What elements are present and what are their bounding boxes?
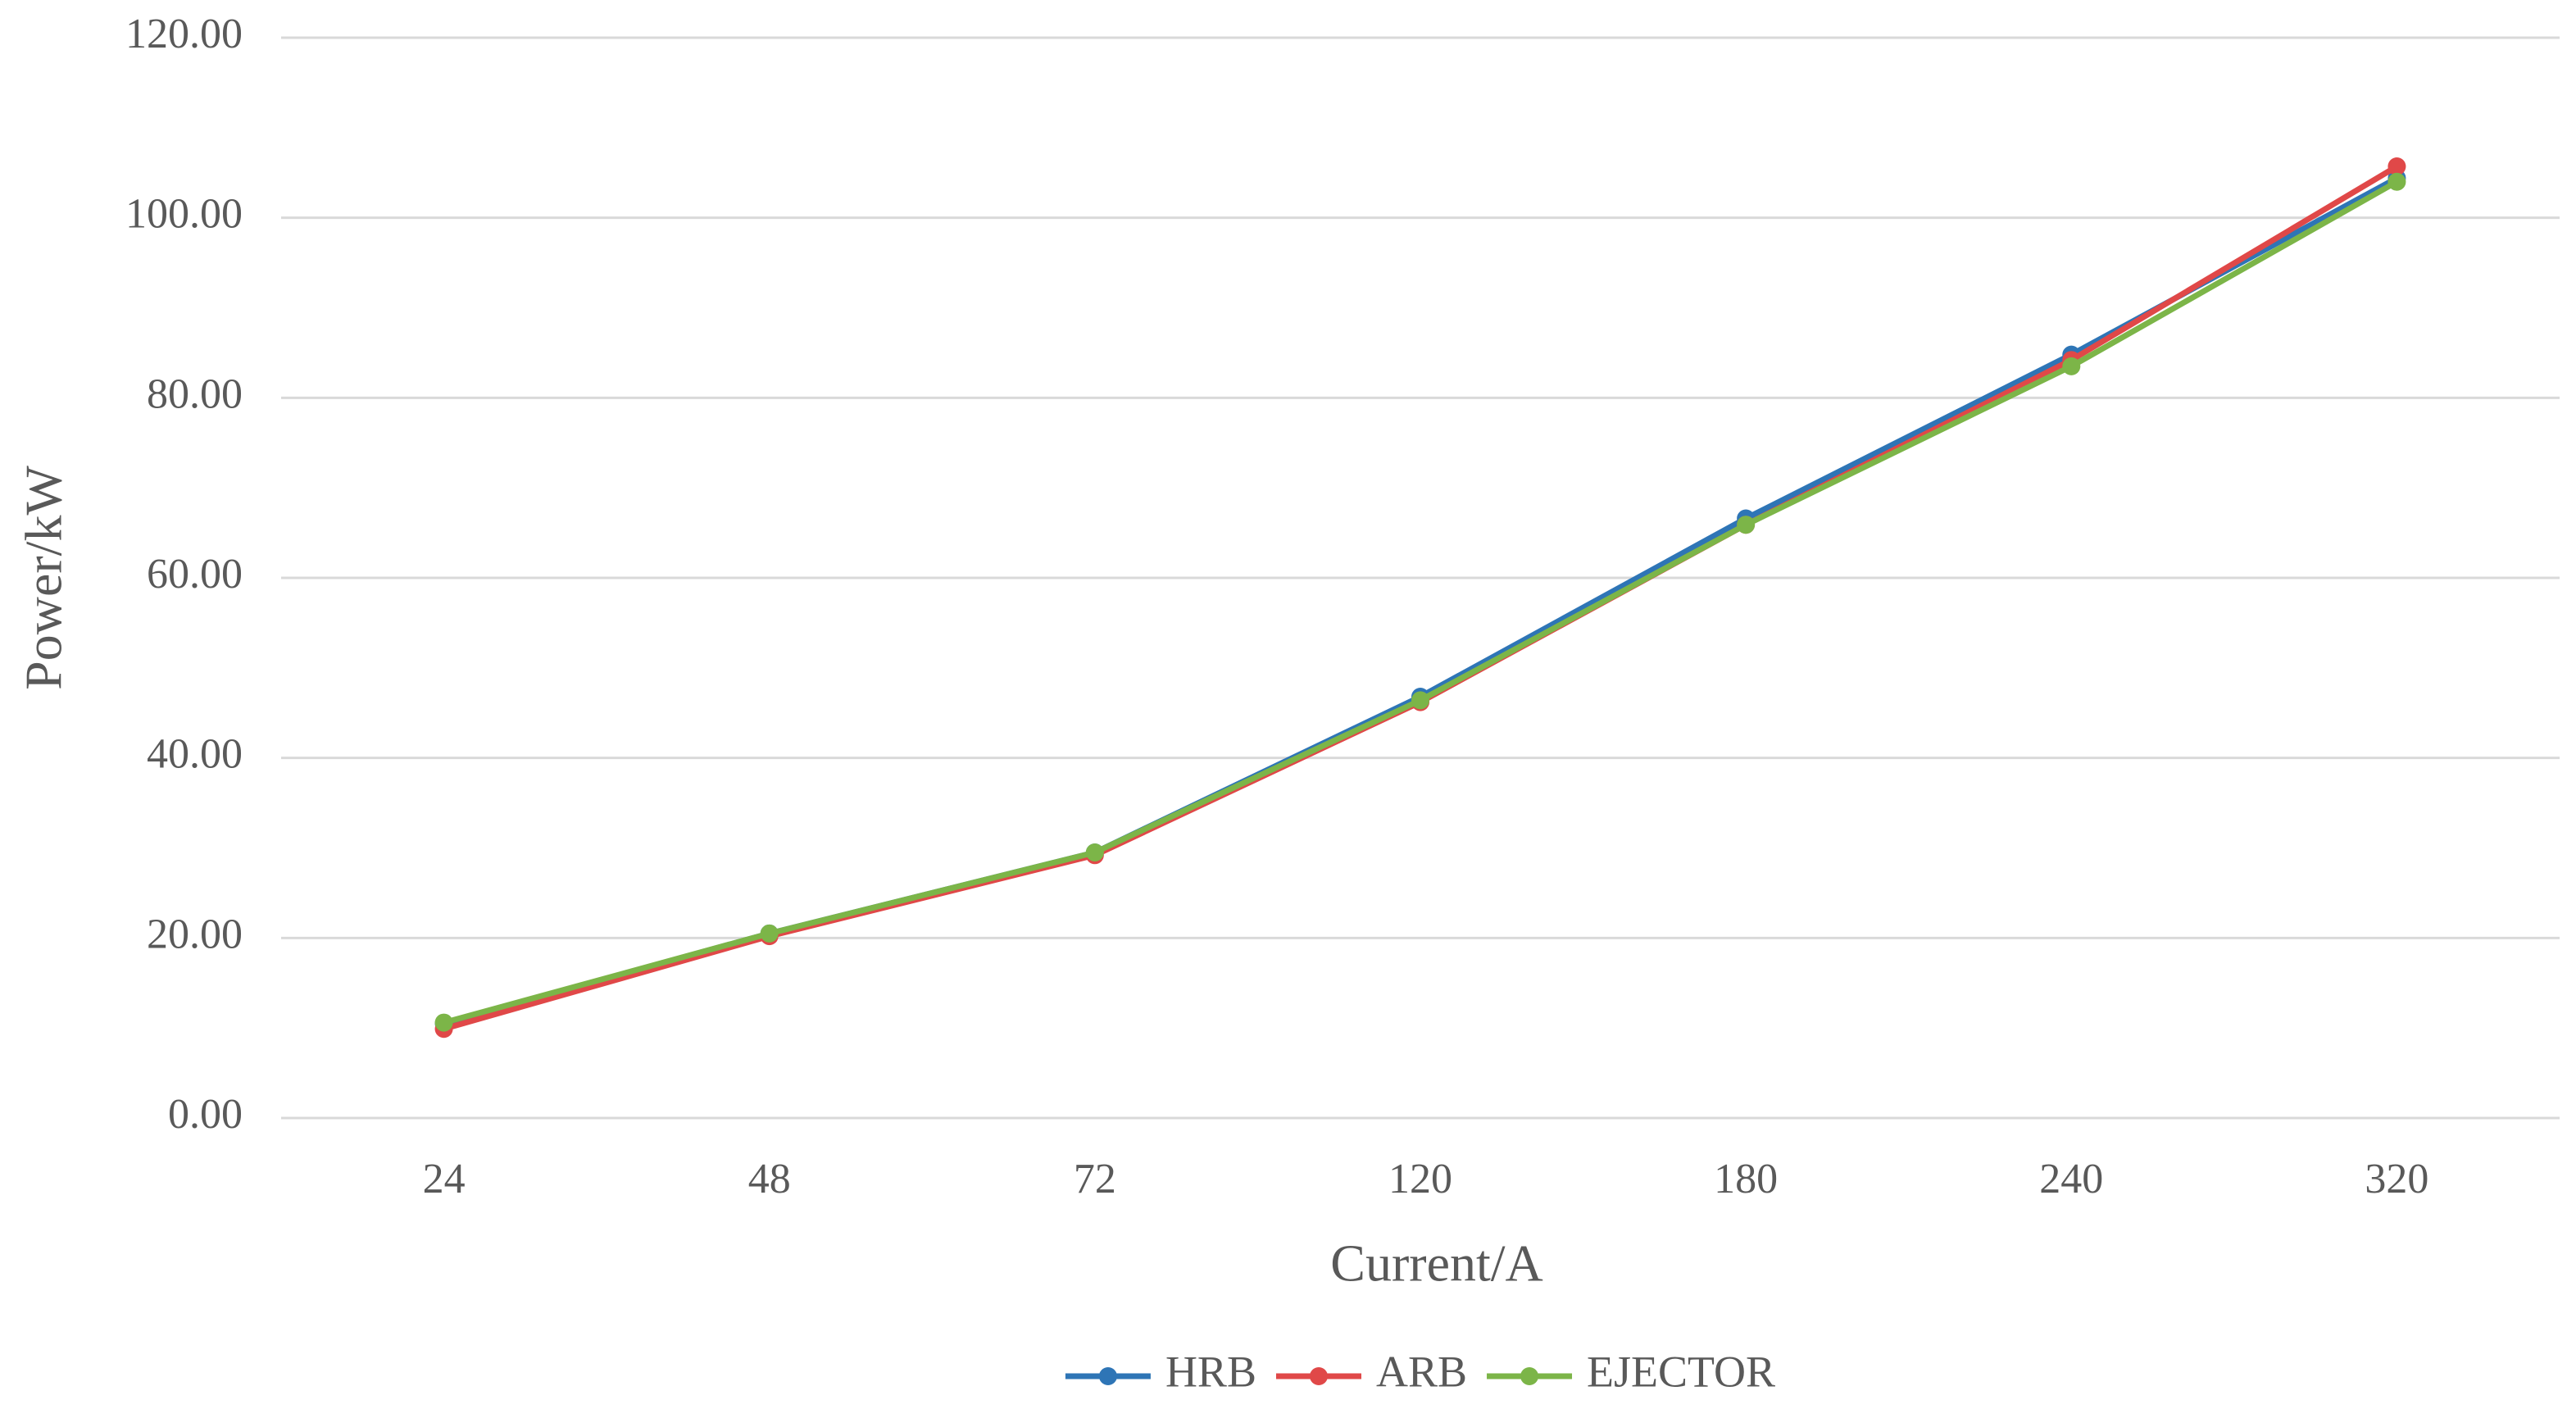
x-tick-label: 48 <box>748 1156 791 1202</box>
x-axis-title: Current/A <box>1330 1234 1543 1293</box>
y-tick-label: 0.00 <box>168 1091 243 1138</box>
legend-label: EJECTOR <box>1587 1347 1775 1396</box>
x-tick-label: 320 <box>2365 1156 2428 1202</box>
grid <box>281 36 2560 1120</box>
data-point <box>1085 843 1104 861</box>
legend-swatch-marker <box>1309 1367 1328 1385</box>
legend-swatch-marker <box>1520 1367 1539 1385</box>
data-point <box>2387 172 2406 191</box>
x-tick-label: 24 <box>423 1156 466 1202</box>
y-tick-label: 60.00 <box>147 551 243 598</box>
legend: HRB ARB EJECTOR <box>1065 1347 1775 1396</box>
y-axis-title: Power/kW <box>15 466 73 690</box>
legend-swatch-marker <box>1098 1367 1117 1385</box>
series-line <box>443 175 2399 1027</box>
y-tick-label: 40.00 <box>147 731 243 778</box>
data-point <box>760 924 779 943</box>
y-tick-label: 20.00 <box>147 911 243 957</box>
data-point <box>1737 516 1756 534</box>
legend-label: ARB <box>1376 1347 1467 1396</box>
y-tick-label: 120.00 <box>125 11 243 57</box>
x-tick-label: 180 <box>1714 1156 1778 1202</box>
x-tick-label: 120 <box>1388 1156 1452 1202</box>
series-line <box>443 179 2399 1025</box>
y-tick-label: 80.00 <box>147 370 243 417</box>
data-point <box>1411 691 1429 710</box>
series-line <box>443 164 2399 1032</box>
x-tick-label: 72 <box>1074 1156 1116 1202</box>
y-tick-label: 100.00 <box>125 191 243 238</box>
data-point <box>434 1013 453 1032</box>
data-point <box>2387 157 2406 176</box>
data-point <box>2062 357 2081 375</box>
x-tick-label: 240 <box>2039 1156 2103 1202</box>
legend-label: HRB <box>1165 1347 1256 1396</box>
